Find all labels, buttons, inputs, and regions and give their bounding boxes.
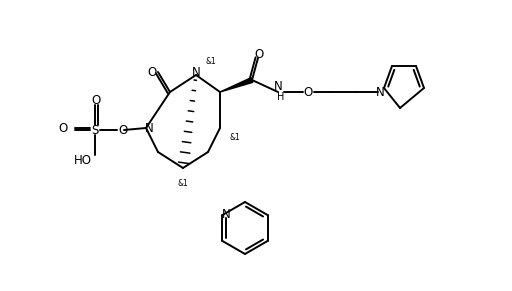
Text: &1: &1 xyxy=(205,58,216,67)
Text: O: O xyxy=(118,123,127,136)
Text: N: N xyxy=(144,123,154,136)
Polygon shape xyxy=(220,78,253,92)
Text: &1: &1 xyxy=(230,134,241,143)
Text: N: N xyxy=(273,81,283,93)
Text: O: O xyxy=(58,123,68,136)
Text: N: N xyxy=(376,86,385,100)
Text: N: N xyxy=(191,65,200,79)
Text: N: N xyxy=(222,207,231,221)
Text: O: O xyxy=(304,86,313,98)
Text: S: S xyxy=(91,123,99,136)
Text: H: H xyxy=(278,92,285,102)
Text: &1: &1 xyxy=(178,178,188,187)
Text: O: O xyxy=(147,65,157,79)
Text: O: O xyxy=(254,47,264,61)
Text: HO: HO xyxy=(74,153,92,166)
Text: O: O xyxy=(91,93,101,107)
